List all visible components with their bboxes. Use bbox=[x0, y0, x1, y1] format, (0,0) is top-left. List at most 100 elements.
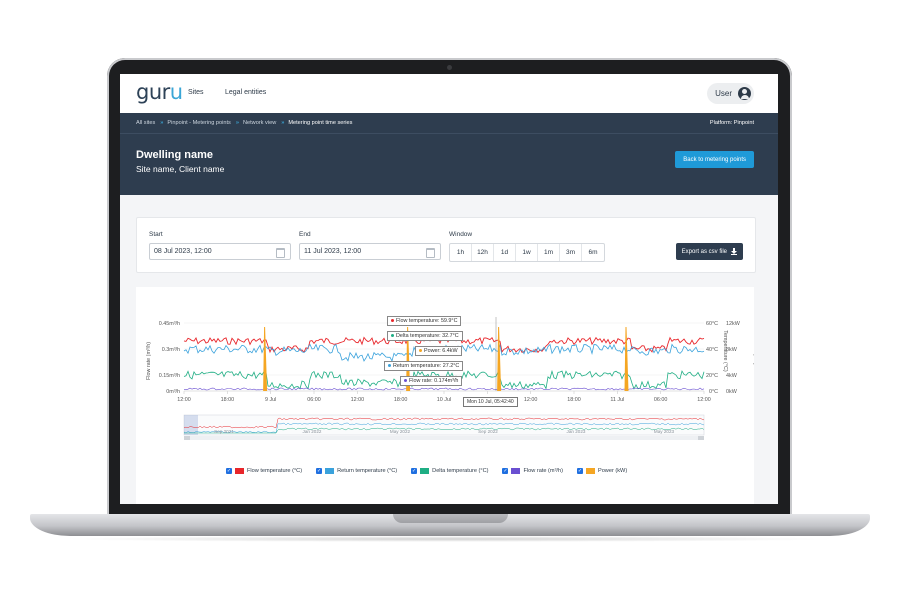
y-tick-label: 0.15m³/h bbox=[159, 373, 180, 379]
tooltip-return-temperature-text: Return temperature: 27.2°C bbox=[393, 363, 460, 369]
window-1h-button[interactable]: 1h bbox=[450, 244, 472, 261]
navigator-scrollbar bbox=[184, 436, 704, 440]
x-tick-label: 12:00 bbox=[351, 397, 365, 403]
nav-link-sites[interactable]: Sites bbox=[188, 89, 204, 96]
main-content: Start 08 Jul 2023, 12:00 End 11 Jul 2023… bbox=[120, 195, 778, 504]
window-1w-button[interactable]: 1w bbox=[516, 244, 538, 261]
guru-logo[interactable]: guru bbox=[136, 80, 183, 104]
legend-label: Delta temperature (°C) bbox=[432, 468, 489, 474]
platform-label: Platform: Pinpoint bbox=[709, 120, 754, 126]
y-tick-label: 20°C bbox=[706, 373, 718, 379]
calendar-icon[interactable] bbox=[276, 248, 285, 258]
window-1m-button[interactable]: 1m bbox=[538, 244, 560, 261]
page-subtitle: Site name, Client name bbox=[136, 164, 225, 174]
start-date-value: 08 Jul 2023, 12:00 bbox=[154, 248, 212, 255]
laptop-base bbox=[30, 514, 870, 536]
window-1d-button[interactable]: 1d bbox=[494, 244, 516, 261]
y-tick-label: 4kW bbox=[726, 373, 738, 379]
x-tick-label: 12:00 bbox=[524, 397, 538, 403]
tooltip-delta-temperature: Delta temperature: 32.7°C bbox=[387, 331, 463, 341]
tooltip-flow-temperature: Flow temperature: 59.9°C bbox=[387, 316, 462, 326]
x-tick-label: 10 Jul bbox=[437, 397, 451, 403]
export-csv-label: Export as csv file bbox=[681, 248, 727, 255]
navigator-tick-label: Sep 2022 bbox=[478, 429, 498, 434]
breadcrumb-metering-points[interactable]: Pinpoint - Metering points bbox=[167, 120, 231, 126]
user-menu-button[interactable]: User bbox=[707, 83, 754, 104]
navigator-tick-label: May 2023 bbox=[654, 429, 675, 434]
y-axis-label: Temperature (°C) bbox=[722, 330, 728, 372]
y-tick-label: 8kW bbox=[726, 347, 738, 353]
window-6m-button[interactable]: 6m bbox=[588, 249, 598, 256]
checkbox-icon[interactable]: ✓ bbox=[502, 468, 509, 474]
legend-flow-rate[interactable]: ✓ Flow rate (m³/h) bbox=[502, 468, 563, 474]
scrollbar-handle bbox=[184, 436, 190, 440]
x-tick-label: 18:00 bbox=[221, 397, 235, 403]
legend-swatch bbox=[585, 468, 595, 474]
window-label: Window bbox=[449, 231, 473, 238]
y-tick-label: 0.3m³/h bbox=[162, 347, 180, 353]
legend-label: Flow rate (m³/h) bbox=[523, 468, 563, 474]
breadcrumb: All sites » Pinpoint - Metering points »… bbox=[136, 120, 352, 126]
calendar-icon[interactable] bbox=[426, 248, 435, 258]
back-to-metering-points-button[interactable]: Back to metering points bbox=[675, 151, 754, 168]
y-tick-label: 0°C bbox=[709, 389, 718, 395]
navigator-series bbox=[183, 417, 705, 429]
end-date-input[interactable]: 11 Jul 2023, 12:00 bbox=[299, 243, 441, 260]
x-tick-label: 06:00 bbox=[307, 397, 321, 403]
legend-swatch bbox=[511, 468, 521, 474]
legend-label: Return temperature (°C) bbox=[337, 468, 398, 474]
crosshair-x-label: Mon 10 Jul, 05:42:40 bbox=[463, 397, 518, 407]
y-axis-label: Flow rate (m³/h) bbox=[146, 342, 152, 380]
start-label: Start bbox=[149, 231, 163, 238]
breadcrumb-all-sites[interactable]: All sites bbox=[136, 120, 156, 126]
page-title: Dwelling name bbox=[136, 149, 214, 161]
x-tick-label: 11 Jul bbox=[610, 397, 624, 403]
page-header: All sites » Pinpoint - Metering points »… bbox=[120, 113, 778, 195]
chevron-right-icon: » bbox=[160, 120, 163, 126]
camera-icon bbox=[447, 65, 452, 70]
breadcrumb-network-view[interactable]: Network view bbox=[242, 120, 277, 126]
tooltip-flow-rate-text: Flow rate: 0.174m³/h bbox=[409, 378, 459, 384]
x-tick-label: 18:00 bbox=[394, 397, 408, 403]
laptop-notch bbox=[393, 514, 508, 523]
logo-accent: u bbox=[169, 80, 183, 104]
legend-delta-temperature[interactable]: ✓ Delta temperature (°C) bbox=[411, 468, 488, 474]
legend-swatch bbox=[325, 468, 335, 474]
power-spike bbox=[624, 326, 629, 392]
navigator-tick-label: Sep 2021 bbox=[214, 429, 234, 434]
breadcrumb-current: Metering point time series bbox=[288, 120, 353, 126]
chevron-right-icon: » bbox=[281, 120, 284, 126]
legend-power[interactable]: ✓ Power (kW) bbox=[576, 468, 627, 474]
tooltip-power: Power: 6.4kW bbox=[415, 346, 462, 356]
time-series-chart[interactable]: 0.45m³/h 0.3m³/h 0.15m³/h 0m³/h 60°C 40°C 20°C… bbox=[136, 287, 754, 504]
tooltip-delta-temperature-text: Delta temperature: 32.7°C bbox=[396, 333, 459, 339]
x-tick-label: 06:00 bbox=[654, 397, 668, 403]
navigator-box bbox=[183, 414, 705, 436]
legend-flow-temperature[interactable]: ✓ Flow temperature (°C) bbox=[226, 468, 302, 474]
start-date-input[interactable]: 08 Jul 2023, 12:00 bbox=[149, 243, 291, 260]
checkbox-icon[interactable]: ✓ bbox=[411, 468, 418, 474]
y-tick-label: 0kW bbox=[726, 389, 738, 395]
user-avatar-icon bbox=[738, 87, 751, 100]
window-12h-button[interactable]: 12h bbox=[472, 244, 494, 261]
window-3m-button[interactable]: 3m bbox=[560, 244, 582, 261]
y-tick-label: 60°C bbox=[706, 321, 718, 327]
checkbox-icon[interactable]: ✓ bbox=[226, 468, 232, 474]
navigator-tick-label: Jan 2022 bbox=[303, 429, 322, 434]
power-spike bbox=[497, 326, 502, 392]
nav-link-legal-entities[interactable]: Legal entities bbox=[225, 89, 267, 96]
top-navigation: guru Sites Legal entities User bbox=[120, 74, 778, 114]
export-csv-button[interactable]: Export as csv file bbox=[675, 243, 743, 260]
legend-swatch bbox=[235, 468, 244, 474]
download-icon bbox=[731, 248, 737, 255]
navigator-tick-label: Jan 2023 bbox=[567, 429, 586, 434]
x-tick-label: 12:00 bbox=[177, 397, 191, 403]
checkbox-icon[interactable]: ✓ bbox=[316, 468, 323, 474]
filter-panel: Start 08 Jul 2023, 12:00 End 11 Jul 2023… bbox=[136, 217, 756, 273]
x-tick-label: 12:00 bbox=[697, 397, 711, 403]
legend-label: Flow temperature (°C) bbox=[247, 468, 303, 474]
legend-return-temperature[interactable]: ✓ Return temperature (°C) bbox=[316, 468, 397, 474]
tooltip-flow-temperature-text: Flow temperature: 59.9°C bbox=[396, 318, 458, 324]
checkbox-icon[interactable]: ✓ bbox=[576, 468, 583, 474]
legend-swatch bbox=[420, 468, 430, 474]
